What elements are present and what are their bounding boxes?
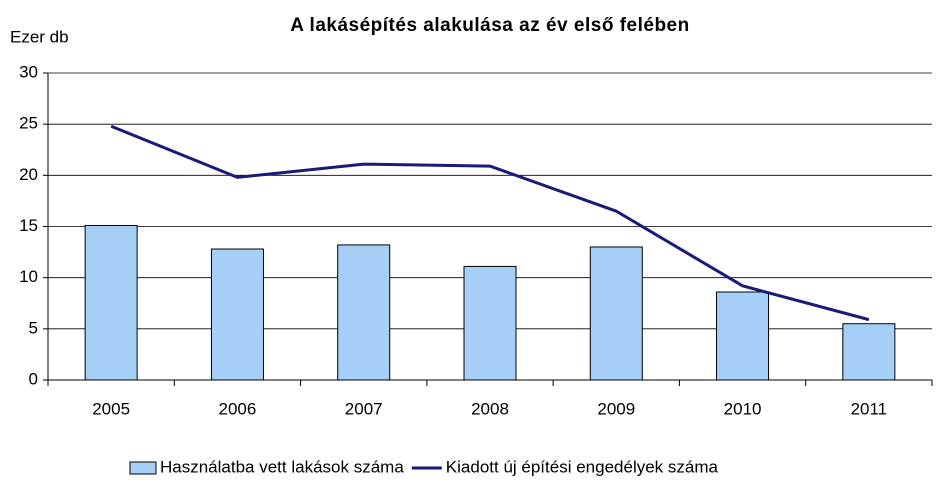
line bbox=[110, 124, 870, 322]
x-tick-label: 2007 bbox=[345, 399, 383, 418]
x-tick-label: 2005 bbox=[92, 399, 130, 418]
legend-swatch bbox=[129, 461, 157, 475]
bar bbox=[337, 244, 391, 381]
bar bbox=[589, 246, 643, 381]
y-tick-label: 10 bbox=[19, 267, 38, 286]
x-tick-label: 2009 bbox=[597, 399, 635, 418]
y-tick-label: 25 bbox=[19, 114, 38, 133]
bar bbox=[84, 224, 138, 381]
x-tick-label: 2006 bbox=[219, 399, 257, 418]
y-tick-label: 0 bbox=[29, 369, 38, 388]
x-tick-label: 2011 bbox=[851, 399, 888, 418]
y-tick-label: 15 bbox=[19, 216, 38, 235]
legend-label: Kiadott új építési engedélyek száma bbox=[446, 457, 719, 476]
chart-title: A lakásépítés alakulása az év első feléb… bbox=[290, 15, 689, 36]
legend-label: Használatba vett lakások száma bbox=[160, 457, 404, 476]
x-tick-label: 2008 bbox=[471, 399, 509, 418]
bar bbox=[842, 323, 896, 381]
x-tick-label: 2010 bbox=[724, 399, 762, 418]
y-tick-label: 20 bbox=[19, 165, 38, 184]
y-axis-label: Ezer db bbox=[10, 27, 69, 46]
bar bbox=[463, 265, 517, 381]
bar bbox=[210, 248, 264, 381]
y-tick-label: 30 bbox=[19, 62, 38, 81]
y-tick-label: 5 bbox=[29, 318, 38, 337]
bar bbox=[716, 291, 770, 381]
